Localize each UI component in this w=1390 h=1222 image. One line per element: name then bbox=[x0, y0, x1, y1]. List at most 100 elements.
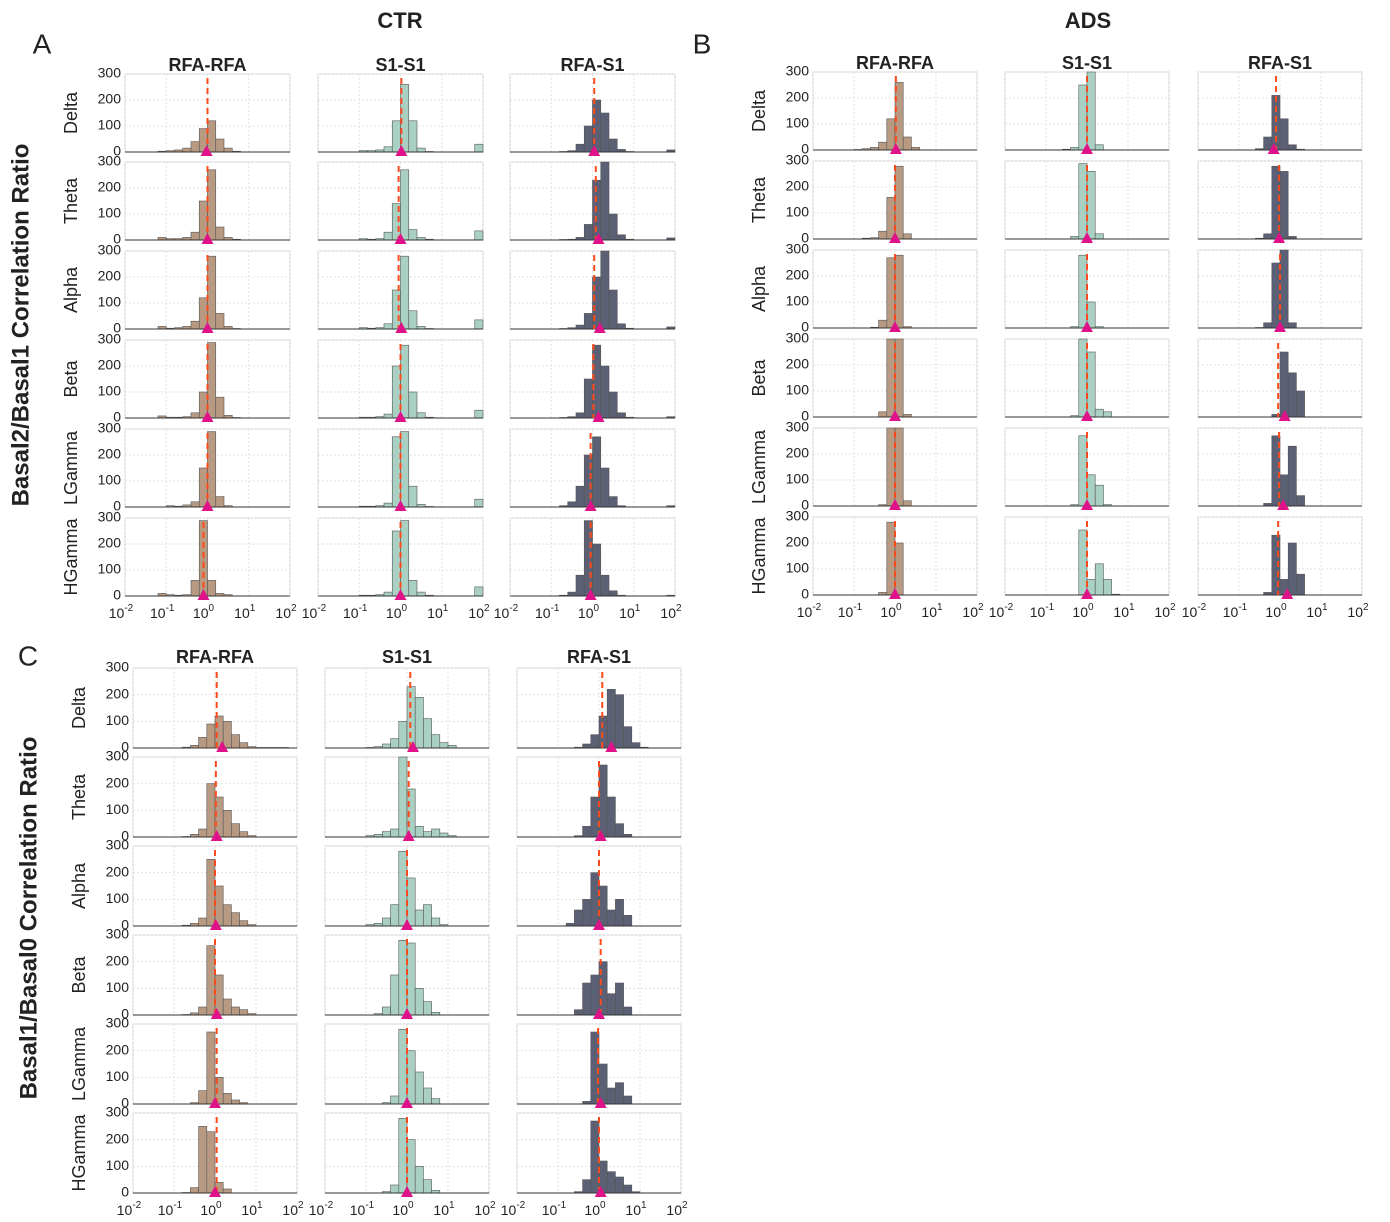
histogram-bar bbox=[615, 899, 624, 927]
x-tick-exponent: 2 bbox=[682, 1200, 688, 1211]
x-tick-exponent: -2 bbox=[324, 1200, 333, 1211]
y-tick-label: 0 bbox=[121, 828, 129, 844]
y-tick-label: 300 bbox=[786, 152, 810, 168]
histogram-bar bbox=[600, 112, 610, 153]
x-tick-label: 100 bbox=[392, 1200, 414, 1218]
histogram-bar bbox=[600, 467, 610, 508]
marker bbox=[605, 741, 618, 752]
histogram-bar bbox=[583, 125, 593, 153]
column-title: S1-S1 bbox=[1062, 53, 1112, 73]
histogram-bar bbox=[1078, 163, 1088, 240]
row-label: Theta bbox=[749, 176, 769, 223]
y-tick-label: 200 bbox=[98, 357, 122, 373]
histogram-bar bbox=[198, 828, 208, 838]
x-tick-base: 10 bbox=[619, 605, 635, 621]
x-tick-exponent: 1 bbox=[635, 603, 641, 614]
x-tick-label: 10-1 bbox=[542, 1200, 567, 1218]
row-label: HGamma bbox=[69, 1114, 89, 1192]
y-tick-label: 100 bbox=[98, 294, 122, 310]
histogram-bar bbox=[222, 1188, 232, 1194]
x-tick-label: 10-1 bbox=[158, 1200, 183, 1218]
y-tick-label: 200 bbox=[786, 178, 810, 194]
histogram-bar bbox=[215, 313, 225, 330]
marker bbox=[1081, 321, 1093, 332]
marker bbox=[1273, 232, 1286, 243]
histogram-bar bbox=[231, 912, 240, 927]
histogram-bar bbox=[223, 147, 233, 153]
histogram-bar bbox=[615, 823, 624, 838]
histogram-bar bbox=[1078, 435, 1088, 507]
x-tick-base: 10 bbox=[1223, 604, 1239, 620]
x-tick-exponent: 2 bbox=[484, 603, 490, 614]
histogram-bar bbox=[406, 877, 416, 927]
x-tick-label: 100 bbox=[1072, 602, 1094, 620]
histogram-bar bbox=[382, 743, 391, 749]
histogram-bar bbox=[222, 810, 232, 838]
x-tick-base: 10 bbox=[275, 605, 291, 621]
histogram-bar bbox=[431, 828, 441, 838]
y-tick-label: 200 bbox=[106, 952, 130, 968]
row-label: LGamma bbox=[749, 429, 769, 504]
marker bbox=[594, 1186, 607, 1197]
y-tick-label: 0 bbox=[121, 1006, 129, 1022]
histogram-bar bbox=[623, 726, 633, 749]
histogram-bar bbox=[598, 764, 608, 838]
histogram-bar bbox=[206, 945, 216, 1016]
histogram-bar bbox=[623, 1184, 633, 1194]
marker bbox=[402, 830, 415, 841]
row-label: HGamma bbox=[749, 517, 769, 595]
x-tick-base: 10 bbox=[494, 605, 510, 621]
x-tick-label: 101 bbox=[921, 602, 943, 620]
x-tick-base: 10 bbox=[1265, 604, 1281, 620]
histogram-bar bbox=[207, 120, 217, 153]
y-tick-label: 100 bbox=[106, 890, 130, 906]
histogram-bar bbox=[423, 718, 432, 749]
y-tick-label: 0 bbox=[113, 320, 121, 336]
histogram-bar bbox=[391, 120, 401, 153]
x-tick-exponent: 0 bbox=[209, 603, 215, 614]
y-tick-label: 0 bbox=[801, 319, 809, 335]
histogram-bar bbox=[1296, 495, 1305, 507]
histogram-bar bbox=[398, 851, 408, 927]
marker bbox=[201, 322, 214, 333]
marker bbox=[394, 233, 407, 244]
y-axis-title: Basal2/Basal1 Correlation Ratio bbox=[7, 144, 34, 507]
y-tick-label: 0 bbox=[121, 917, 129, 933]
x-tick-base: 10 bbox=[241, 1202, 257, 1218]
histogram-bar bbox=[583, 224, 593, 241]
x-tick-exponent: -1 bbox=[557, 1200, 566, 1211]
histogram-bar bbox=[902, 233, 912, 240]
marker bbox=[401, 1097, 413, 1108]
x-tick-label: 102 bbox=[275, 603, 297, 621]
histogram-bar bbox=[1279, 351, 1289, 418]
histogram-bar bbox=[886, 197, 896, 240]
histogram-bar bbox=[590, 796, 600, 838]
marker bbox=[889, 588, 901, 599]
y-tick-label: 100 bbox=[98, 383, 122, 399]
histogram-bar bbox=[894, 542, 904, 596]
x-tick-label: 10-2 bbox=[309, 1200, 334, 1218]
x-tick-base: 10 bbox=[343, 605, 359, 621]
x-tick-label: 10-1 bbox=[838, 602, 863, 620]
marker bbox=[584, 500, 597, 511]
histogram-bar bbox=[616, 234, 626, 241]
histogram-bar bbox=[582, 899, 592, 927]
histogram-bar bbox=[623, 1095, 633, 1105]
marker bbox=[1081, 499, 1093, 510]
histogram-bar bbox=[567, 591, 577, 597]
histogram-bar bbox=[190, 1187, 199, 1194]
x-tick-exponent: 1 bbox=[1129, 602, 1135, 613]
x-tick-base: 10 bbox=[392, 1202, 408, 1218]
column-title: RFA-RFA bbox=[856, 53, 934, 73]
marker bbox=[395, 145, 408, 156]
x-tick-base: 10 bbox=[1072, 604, 1088, 620]
x-tick-base: 10 bbox=[584, 1202, 600, 1218]
histogram-bar bbox=[190, 501, 200, 508]
marker bbox=[592, 411, 605, 422]
histogram-bar bbox=[198, 1090, 208, 1105]
y-tick-label: 300 bbox=[98, 242, 122, 258]
x-tick-exponent: -2 bbox=[812, 602, 821, 613]
marker bbox=[395, 322, 408, 333]
histogram-bar bbox=[414, 909, 424, 927]
